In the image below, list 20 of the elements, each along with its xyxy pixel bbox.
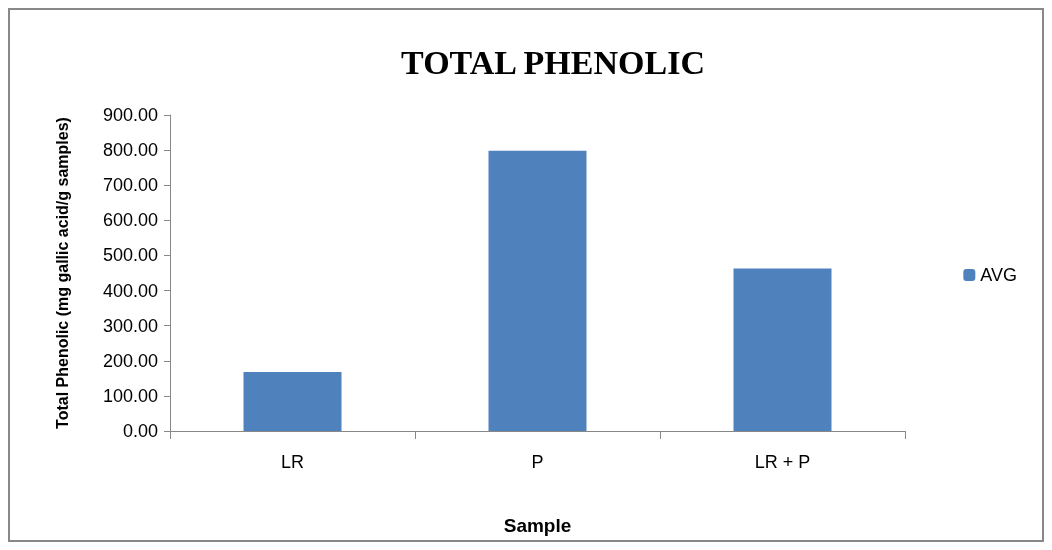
chart-title: TOTAL PHENOLIC [401, 43, 705, 81]
bar [488, 150, 587, 431]
y-tick-label: 400.00 [102, 280, 158, 301]
x-tick-label: LR + P [754, 452, 811, 472]
y-tick-label: 600.00 [102, 210, 158, 231]
y-tick-label: 200.00 [102, 350, 158, 371]
y-tick-label: 800.00 [102, 140, 158, 161]
y-tick-label: 500.00 [102, 245, 158, 266]
bar [733, 268, 832, 431]
x-tick-label: P [531, 452, 544, 472]
y-tick-label: 900.00 [102, 105, 158, 125]
bar [243, 372, 342, 431]
y-tick-label: 0.00 [122, 421, 158, 441]
y-tick-label: 700.00 [102, 175, 158, 196]
legend-label: AVG [980, 265, 1018, 285]
x-tick-label: LR [280, 452, 305, 472]
x-axis-title: Sample [503, 515, 572, 536]
y-axis-title: Total Phenolic (mg gallic acid/g samples) [53, 117, 71, 429]
y-tick-label: 100.00 [102, 385, 158, 406]
y-tick-label: 300.00 [102, 315, 158, 336]
